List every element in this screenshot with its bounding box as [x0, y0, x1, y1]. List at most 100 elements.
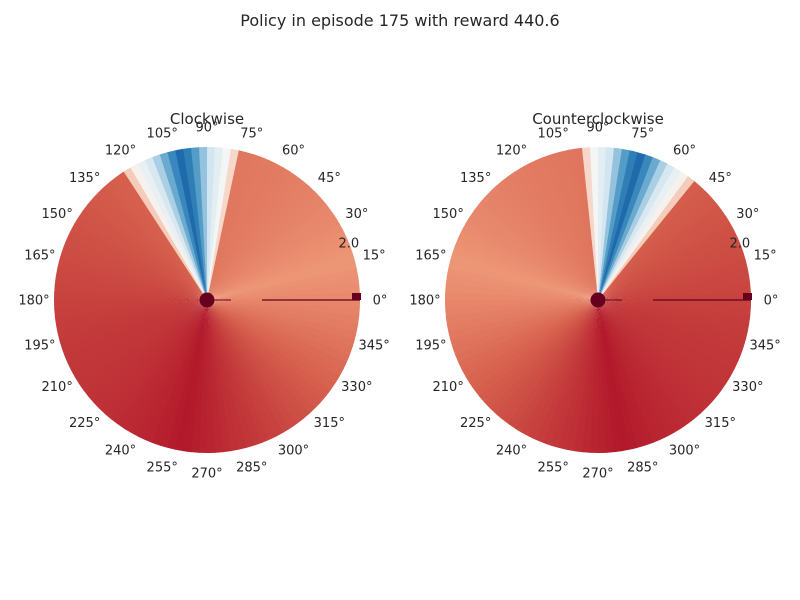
heatmap-wedge — [598, 300, 713, 409]
heatmap-wedge — [489, 300, 598, 415]
angle-tick-label: 300° — [278, 443, 309, 458]
heatmap-wedge — [117, 300, 207, 429]
heatmap-wedge — [598, 147, 622, 300]
heatmap-wedge — [484, 300, 598, 409]
heatmap-wedge — [54, 276, 207, 300]
heatmap-wedge — [109, 176, 207, 300]
heatmap-wedge — [207, 300, 316, 414]
heatmap-wedge — [55, 268, 207, 300]
heatmap-wedge — [207, 300, 356, 348]
heatmap-wedge — [207, 300, 322, 409]
heatmap-wedge — [207, 202, 331, 300]
heatmap-wedge — [207, 300, 360, 324]
heatmap-wedge — [566, 300, 598, 452]
heatmap-wedge — [207, 300, 357, 340]
heatmap-wedge — [207, 150, 247, 300]
heatmap-wedge — [469, 210, 598, 300]
heatmap-wedge — [598, 300, 689, 429]
heatmap-wedge — [92, 191, 207, 300]
heatmap-wedge — [130, 300, 207, 437]
heatmap-wedge — [598, 166, 682, 300]
angle-tick-label: 45° — [318, 171, 341, 186]
heatmap-wedge — [598, 202, 722, 300]
heatmap-wedge — [494, 181, 598, 300]
heatmap-wedge — [598, 156, 661, 300]
heatmap-wedge — [598, 154, 653, 300]
heatmap-wedge — [514, 300, 598, 434]
heatmap-wedge — [598, 298, 752, 309]
heatmap-wedge — [598, 150, 638, 300]
heatmap-wedge — [53, 291, 207, 302]
heatmap-wedge — [78, 210, 207, 300]
angle-tick-label: 165° — [24, 249, 55, 264]
angle-tick-label: 90° — [586, 121, 609, 136]
heatmap-wedge — [558, 300, 598, 450]
heatmap-wedge — [598, 147, 614, 300]
heatmap-wedge — [598, 300, 676, 437]
angle-tick-label: 105° — [147, 126, 178, 141]
heatmap-wedge — [152, 300, 207, 446]
heatmap-wedge — [452, 245, 598, 300]
figure-title: Policy in episode 175 with reward 440.6 — [240, 11, 559, 30]
heatmap-wedge — [207, 148, 239, 300]
heatmap-wedge — [598, 300, 739, 370]
heatmap-wedge — [167, 300, 207, 450]
heatmap-wedge — [598, 244, 744, 300]
angle-tick-label: 150° — [433, 207, 464, 222]
heatmap-wedge — [454, 237, 598, 300]
heatmap-wedge — [528, 300, 598, 441]
heatmap-wedge — [598, 196, 717, 300]
angle-tick-label: 330° — [341, 380, 372, 395]
angle-tick-label: 255° — [147, 461, 178, 476]
angle-tick-label: 105° — [538, 126, 569, 141]
heatmap-wedge — [446, 268, 598, 300]
heatmap-wedge — [159, 300, 207, 449]
heatmap-wedge — [598, 171, 688, 300]
heatmap-wedge — [83, 300, 207, 398]
heatmap-wedge — [489, 186, 598, 300]
angle-tick-label: 285° — [236, 461, 267, 476]
angle-tick-label: 180° — [409, 294, 440, 309]
heatmap-wedge — [598, 185, 707, 300]
heatmap-wedge — [207, 300, 348, 370]
heatmap-wedge — [104, 300, 207, 420]
heatmap-wedge — [598, 300, 683, 433]
heatmap-wedge — [598, 180, 701, 300]
rim-marker — [352, 293, 361, 300]
angle-tick-label: 135° — [69, 171, 100, 186]
angle-tick-label: 225° — [69, 416, 100, 431]
heatmap-wedge — [445, 284, 598, 300]
heatmap-wedge — [574, 300, 598, 453]
heatmap-wedge — [469, 300, 598, 391]
angle-tick-label: 315° — [314, 416, 345, 431]
heatmap-wedge — [598, 300, 723, 397]
heatmap-wedge — [74, 300, 208, 385]
heatmap-wedge — [598, 300, 751, 324]
heatmap-wedge — [207, 300, 360, 316]
heatmap-wedge — [64, 300, 207, 364]
angle-tick-label: 15° — [363, 249, 386, 264]
heatmap-wedge — [598, 148, 630, 300]
heatmap-wedge — [542, 154, 598, 300]
angle-tick-label: 0° — [764, 294, 779, 309]
angle-tick-label: 60° — [673, 144, 696, 159]
heatmap-wedge — [598, 300, 732, 384]
heatmap-wedge — [207, 300, 341, 384]
heatmap-wedge — [78, 300, 207, 391]
angle-tick-label: 90° — [195, 121, 218, 136]
heatmap-wedge — [73, 216, 207, 300]
heatmap-wedge — [144, 300, 207, 444]
heatmap-wedge — [207, 151, 255, 300]
heatmap-wedge — [207, 300, 263, 446]
angle-tick-label: 345° — [358, 338, 389, 353]
heatmap-wedge — [207, 300, 327, 403]
heatmap-wedge — [207, 300, 278, 440]
heatmap-wedge — [137, 300, 207, 441]
heatmap-wedge — [598, 175, 695, 300]
heatmap-wedge — [207, 300, 298, 429]
heatmap-wedge — [207, 215, 340, 300]
heatmap-wedge — [198, 300, 209, 454]
heatmap-wedge — [582, 300, 598, 453]
angle-tick-label: 30° — [736, 207, 759, 222]
